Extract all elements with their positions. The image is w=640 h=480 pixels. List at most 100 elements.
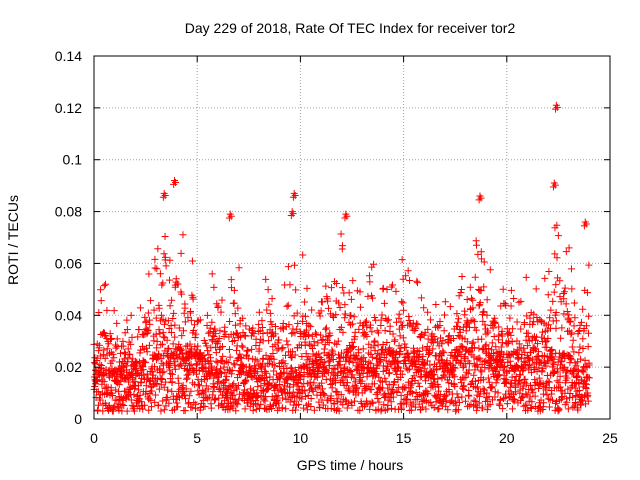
data-point: [160, 333, 168, 341]
data-point: [168, 387, 176, 395]
data-point: [314, 383, 322, 391]
data-point: [434, 323, 442, 331]
data-point: [475, 196, 483, 204]
data-point: [109, 391, 117, 399]
data-point: [156, 330, 164, 338]
data-point: [477, 248, 485, 256]
data-point: [286, 281, 294, 289]
data-point: [127, 340, 135, 348]
data-point: [476, 299, 484, 307]
data-point: [325, 332, 333, 340]
data-point: [403, 395, 411, 403]
chart-title: Day 229 of 2018, Rate Of TEC Index for r…: [185, 20, 516, 36]
data-point: [190, 321, 198, 329]
data-point: [388, 386, 396, 394]
data-point: [510, 295, 518, 303]
data-point: [230, 360, 238, 368]
data-point: [379, 340, 387, 348]
data-point: [144, 326, 152, 334]
data-point: [264, 385, 272, 393]
data-point: [499, 285, 507, 293]
data-point: [477, 366, 485, 374]
data-point: [549, 297, 557, 305]
data-point: [528, 385, 536, 393]
data-point: [181, 391, 189, 399]
data-point: [316, 403, 324, 411]
data-point: [478, 368, 486, 376]
data-point: [333, 279, 341, 287]
data-point: [395, 364, 403, 372]
data-point: [408, 322, 416, 330]
data-point: [413, 347, 421, 355]
data-point: [414, 354, 422, 362]
data-point: [255, 345, 263, 353]
x-tick-label: 15: [396, 430, 412, 446]
data-point: [182, 359, 190, 367]
data-point: [113, 319, 121, 327]
data-point: [293, 309, 301, 317]
data-point: [570, 299, 578, 307]
data-point: [319, 401, 327, 409]
data-point: [327, 380, 335, 388]
data-point: [272, 322, 280, 330]
data-point: [507, 331, 515, 339]
data-point: [335, 407, 343, 415]
data-point: [285, 321, 293, 329]
data-point: [360, 354, 368, 362]
data-point: [434, 338, 442, 346]
data-point: [538, 368, 546, 376]
data-point: [556, 293, 564, 301]
data-point: [367, 321, 374, 329]
data-point: [294, 320, 302, 328]
data-point: [213, 372, 221, 380]
data-point: [530, 310, 538, 318]
data-point: [567, 330, 575, 338]
data-point: [552, 398, 560, 406]
data-point: [564, 366, 572, 374]
data-point: [573, 372, 581, 380]
data-point: [339, 328, 347, 336]
data-point: [363, 323, 371, 331]
data-point: [534, 340, 542, 348]
data-point: [274, 399, 282, 407]
data-point: [509, 325, 517, 333]
data-point: [326, 331, 334, 339]
data-point: [404, 267, 412, 275]
data-point: [579, 345, 587, 353]
data-point: [454, 406, 462, 414]
data-point: [242, 322, 250, 330]
data-point: [373, 362, 381, 370]
data-point: [345, 289, 353, 297]
data-point: [183, 374, 191, 382]
data-point: [328, 346, 336, 354]
data-point: [97, 286, 105, 294]
data-point: [320, 345, 328, 353]
data-point: [541, 274, 549, 282]
data-point: [429, 366, 437, 374]
data-point: [535, 404, 543, 412]
data-point: [423, 357, 431, 365]
data-point: [503, 400, 511, 408]
data-point: [545, 321, 553, 329]
data-point: [227, 276, 235, 284]
y-tick-label: 0.14: [55, 48, 82, 64]
data-point: [445, 333, 453, 341]
data-point: [144, 328, 152, 336]
data-point: [460, 374, 468, 382]
data-point: [191, 334, 199, 342]
data-point: [327, 392, 335, 400]
data-point: [508, 405, 516, 413]
data-point: [135, 325, 143, 333]
data-point: [130, 407, 138, 415]
data-point: [291, 406, 299, 414]
data-point: [460, 355, 468, 363]
data-point: [284, 301, 292, 309]
data-point: [286, 398, 294, 406]
data-point: [575, 349, 583, 357]
data-point: [175, 379, 183, 387]
data-point: [268, 320, 276, 328]
data-point: [381, 374, 389, 382]
data-point: [465, 392, 473, 400]
data-point: [104, 383, 112, 391]
data-point: [405, 365, 413, 373]
